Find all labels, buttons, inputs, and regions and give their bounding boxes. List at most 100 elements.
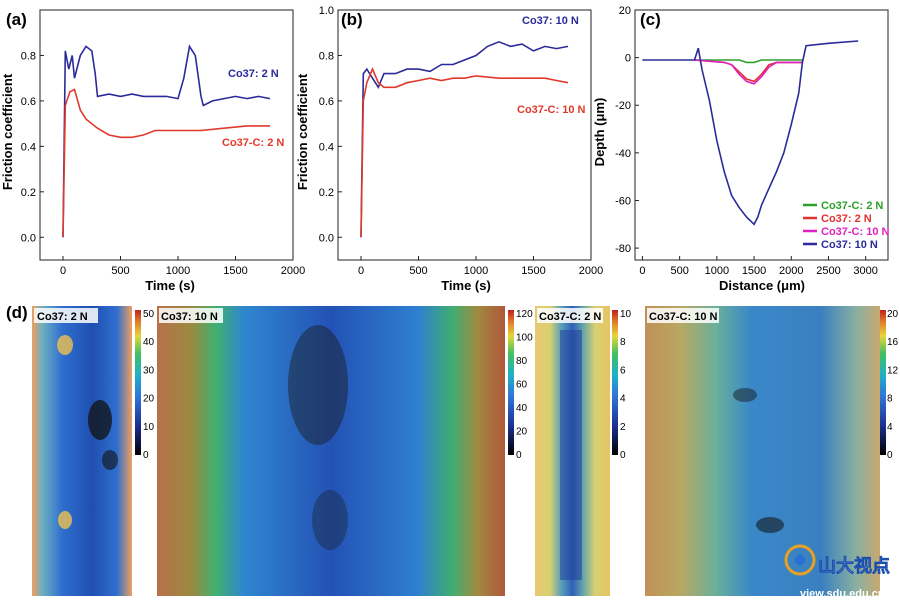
x-tick-label: 0 <box>639 265 645 277</box>
surface-map-co37c-2n: Co37-C: 2 N 10 8 6 4 2 0 <box>535 306 632 596</box>
x-tick-label: 0 <box>358 265 364 277</box>
y-tick-label: 0.6 <box>21 96 36 108</box>
colorbar-tick-label: 8 <box>887 394 893 405</box>
series-label-co37c-2n: Co37-C: 2 N <box>222 137 284 149</box>
x-ticks: 0 500 1000 1500 2000 2500 3000 <box>639 256 878 277</box>
wear-track <box>560 330 582 580</box>
colorbar-tick-label: 80 <box>516 356 528 367</box>
y-axis-title: Depth (μm) <box>592 98 607 167</box>
surface-map-co37-2n: Co37: 2 N 50 40 30 20 10 0 <box>32 306 155 596</box>
series-line-co37-c-2-n <box>694 59 803 64</box>
colorbar <box>880 310 886 455</box>
colorbar-ticks: 10 8 6 4 2 0 <box>620 309 632 461</box>
x-tick-label: 500 <box>409 265 427 277</box>
y-tick-label: -20 <box>615 100 631 112</box>
y-tick-label: 0.0 <box>319 232 334 244</box>
colorbar-tick-label: 20 <box>887 309 899 320</box>
map-title-box <box>34 308 98 323</box>
series-label-co37c-10n: Co37-C: 10 N <box>517 104 586 116</box>
wear-pit <box>88 400 112 440</box>
y-tick-label: -40 <box>615 148 631 160</box>
y-ticks: 0.0 0.2 0.4 0.6 0.8 <box>21 50 44 244</box>
y-tick-label: 0 <box>625 53 631 65</box>
wear-pit <box>756 517 784 533</box>
colorbar-tick-label: 30 <box>143 365 155 376</box>
colorbar-tick-label: 20 <box>516 427 528 438</box>
height-map-image <box>32 306 132 596</box>
y-tick-label: 0.2 <box>21 187 36 199</box>
panel-label: (a) <box>6 10 27 29</box>
legend-label: Co37: 10 N <box>821 239 878 251</box>
y-tick-label: 0.2 <box>319 187 334 199</box>
x-axis-title: Time (s) <box>145 278 195 293</box>
colorbar-ticks: 20 16 12 8 4 0 <box>887 309 899 461</box>
colorbar-tick-label: 12 <box>887 365 899 376</box>
watermark: 山大视点 view.sdu.edu.cn <box>784 544 890 600</box>
chart-panel-a: (a) Time (s) Friction coefficient 0 500 10… <box>0 9 305 293</box>
x-axis-title: Time (s) <box>441 278 491 293</box>
series-label-co37-10n: Co37: 10 N <box>522 15 579 27</box>
colorbar-tick-label: 40 <box>143 337 155 348</box>
colorbar <box>612 310 618 455</box>
series-line-co37-10-n <box>360 40 569 238</box>
y-tick-label: 0.4 <box>319 141 334 153</box>
colorbar-ticks: 120 100 80 60 40 20 0 <box>516 309 533 461</box>
y-tick-label: 0.6 <box>319 96 334 108</box>
colorbar <box>508 310 514 455</box>
watermark-logo-dot <box>795 555 805 565</box>
y-tick-label: 0.8 <box>319 50 334 62</box>
plot-frame <box>634 9 889 261</box>
plot-frame <box>39 9 294 261</box>
map-title-box <box>647 308 719 323</box>
watermark-text: 山大视点 <box>818 555 890 576</box>
x-tick-label: 1000 <box>166 265 190 277</box>
series-line-co37-c-10-n <box>694 59 803 85</box>
map-title: Co37: 2 N <box>37 311 88 323</box>
series-line-co37-c-2-n <box>62 88 270 238</box>
x-tick-label: 1500 <box>521 265 545 277</box>
colorbar-tick-label: 0 <box>887 450 893 461</box>
x-tick-label: 2000 <box>579 265 603 277</box>
y-axis-title: Friction coefficient <box>295 73 310 190</box>
x-ticks: 0 500 1000 1500 2000 <box>358 256 603 277</box>
y-tick-label: 0.8 <box>21 50 36 62</box>
wear-groove <box>288 325 348 445</box>
colorbar-tick-label: 10 <box>143 422 155 433</box>
y-tick-label: -60 <box>615 195 631 207</box>
map-title: Co37-C: 10 N <box>649 311 718 323</box>
colorbar-tick-label: 8 <box>620 337 626 348</box>
legend-label: Co37: 2 N <box>821 213 872 225</box>
x-tick-label: 1500 <box>742 265 766 277</box>
colorbar-ticks: 50 40 30 20 10 0 <box>143 309 155 461</box>
x-tick-label: 1000 <box>464 265 488 277</box>
series-group <box>360 40 569 238</box>
panel-label: (c) <box>640 10 661 29</box>
x-tick-label: 1500 <box>223 265 247 277</box>
colorbar-tick-label: 6 <box>620 365 626 376</box>
y-tick-label: -80 <box>615 243 631 255</box>
wear-groove <box>312 490 348 550</box>
watermark-url: view.sdu.edu.cn <box>800 588 885 600</box>
colorbar-tick-label: 4 <box>620 394 626 405</box>
colorbar-tick-label: 16 <box>887 337 899 348</box>
x-tick-label: 0 <box>60 265 66 277</box>
colorbar-tick-label: 50 <box>143 309 155 320</box>
x-tick-label: 1000 <box>705 265 729 277</box>
series-label-co37-2n: Co37: 2 N <box>228 68 279 80</box>
surface-map-co37-10n: Co37: 10 N 120 100 80 60 40 20 0 <box>157 306 533 596</box>
surface-map-co37c-10n: Co37-C: 10 N 20 16 12 8 4 0 <box>645 306 899 596</box>
y-tick-label: 0.0 <box>21 232 36 244</box>
x-tick-label: 500 <box>670 265 688 277</box>
plot-frame <box>337 9 592 261</box>
y-tick-label: 0.4 <box>21 141 36 153</box>
colorbar-tick-label: 40 <box>516 403 528 414</box>
colorbar-tick-label: 2 <box>620 422 626 433</box>
wear-pit <box>102 450 118 470</box>
chart-panel-c: (c) Distance (μm) Depth (μm) 0 500 1000 150… <box>592 5 890 293</box>
watermark-logo-icon <box>784 544 816 576</box>
chart-panel-b: (b) Time (s) Friction coefficient 0 500 10… <box>295 5 603 293</box>
colorbar-tick-label: 10 <box>620 309 632 320</box>
colorbar <box>135 310 141 455</box>
